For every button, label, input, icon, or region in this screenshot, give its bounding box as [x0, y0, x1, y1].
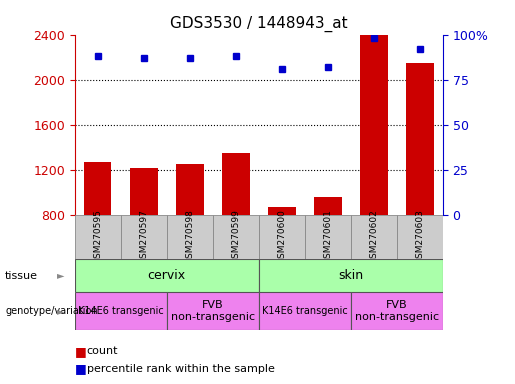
Text: GSM270603: GSM270603: [416, 209, 424, 264]
Text: cervix: cervix: [148, 269, 186, 282]
Bar: [130, 168, 158, 215]
FancyBboxPatch shape: [305, 215, 351, 259]
Text: GSM270599: GSM270599: [231, 209, 241, 264]
FancyBboxPatch shape: [351, 292, 443, 330]
Text: FVB
non-transgenic: FVB non-transgenic: [170, 300, 255, 322]
Text: ►: ►: [57, 306, 64, 316]
Bar: [406, 63, 434, 215]
Text: GSM270602: GSM270602: [369, 209, 379, 263]
FancyBboxPatch shape: [259, 259, 443, 292]
Text: GSM270595: GSM270595: [93, 209, 102, 264]
FancyBboxPatch shape: [259, 292, 351, 330]
Bar: [314, 197, 341, 215]
FancyBboxPatch shape: [121, 215, 167, 259]
Bar: [84, 162, 111, 215]
Text: percentile rank within the sample: percentile rank within the sample: [87, 364, 274, 374]
Text: GSM270601: GSM270601: [323, 209, 332, 264]
Bar: [360, 32, 388, 215]
Text: genotype/variation: genotype/variation: [5, 306, 98, 316]
Text: GSM270598: GSM270598: [185, 209, 194, 264]
Bar: [268, 207, 296, 215]
Text: ■: ■: [75, 345, 87, 358]
FancyBboxPatch shape: [75, 259, 259, 292]
Text: GSM270600: GSM270600: [277, 209, 286, 264]
Text: tissue: tissue: [5, 270, 38, 281]
Text: skin: skin: [338, 269, 364, 282]
FancyBboxPatch shape: [397, 215, 443, 259]
Bar: [176, 164, 203, 215]
Bar: [222, 153, 250, 215]
FancyBboxPatch shape: [351, 215, 397, 259]
FancyBboxPatch shape: [259, 215, 305, 259]
FancyBboxPatch shape: [75, 215, 121, 259]
FancyBboxPatch shape: [167, 215, 213, 259]
Text: ■: ■: [75, 362, 87, 375]
Title: GDS3530 / 1448943_at: GDS3530 / 1448943_at: [170, 16, 348, 32]
FancyBboxPatch shape: [213, 215, 259, 259]
FancyBboxPatch shape: [167, 292, 259, 330]
Text: count: count: [87, 346, 118, 356]
Text: ►: ►: [57, 270, 64, 281]
Text: FVB
non-transgenic: FVB non-transgenic: [355, 300, 439, 322]
FancyBboxPatch shape: [75, 292, 167, 330]
Text: K14E6 transgenic: K14E6 transgenic: [262, 306, 348, 316]
Text: GSM270597: GSM270597: [139, 209, 148, 264]
Text: K14E6 transgenic: K14E6 transgenic: [78, 306, 164, 316]
